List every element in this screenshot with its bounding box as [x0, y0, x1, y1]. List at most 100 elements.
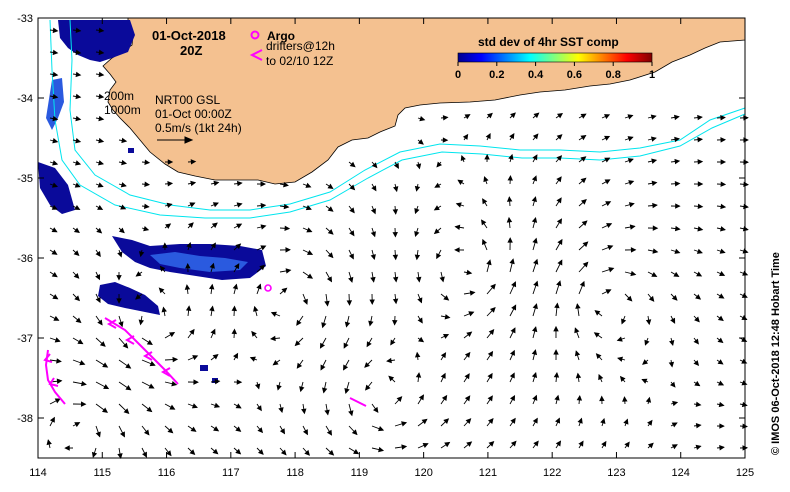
current-arrow-head — [305, 205, 312, 211]
sst-patch-northwest-tail — [46, 78, 64, 130]
current-arrow-head — [190, 426, 197, 432]
current-arrow-head — [553, 325, 559, 332]
current-arrow-head — [349, 207, 355, 214]
x-tick-label: 121 — [479, 467, 497, 479]
current-arrow-head — [401, 421, 408, 427]
credit-text: © IMOS 06-Oct-2018 12:48 Hobart Time — [770, 252, 782, 455]
colorbar-tick-label: 0.6 — [567, 69, 582, 81]
current-arrow-head — [482, 198, 488, 205]
current-arrow-head — [256, 405, 262, 412]
current-arrow-head — [98, 93, 105, 100]
current-arrow-head — [670, 381, 676, 388]
current-arrow-head — [346, 300, 353, 306]
current-arrow-head — [74, 182, 81, 188]
current-arrow-head — [414, 185, 421, 192]
current-arrow-head — [165, 223, 172, 229]
current-arrow-head — [305, 182, 312, 188]
current-arrow-head — [605, 289, 612, 295]
current-arrow-head — [510, 327, 516, 334]
current-arrow-head — [349, 230, 355, 237]
current-arrow-head — [582, 241, 589, 248]
current-arrow-head — [158, 287, 165, 294]
current-arrow-head — [486, 112, 493, 119]
current-arrow-head — [344, 321, 351, 328]
current-arrow-head — [469, 290, 476, 296]
current-arrow-head — [52, 49, 59, 56]
current-arrow-head — [466, 331, 473, 338]
legend-drifter-icon — [249, 49, 263, 61]
current-arrow-head — [185, 262, 191, 269]
current-arrow-head — [327, 229, 334, 235]
current-arrow-head — [531, 371, 538, 378]
current-arrow-head — [255, 383, 261, 390]
current-arrow-head — [580, 177, 587, 184]
current-product: NRT00 GSL — [155, 93, 220, 107]
current-arrow-head — [417, 317, 423, 324]
current-arrow-head — [674, 136, 681, 143]
current-arrow-head — [260, 202, 267, 209]
current-scale-arrow — [157, 136, 194, 144]
current-arrow-head — [718, 401, 725, 408]
current-arrow-head — [348, 410, 354, 417]
legend-drifter-label: drifters@12h — [266, 39, 335, 53]
current-arrow-head — [580, 134, 587, 141]
current-arrow-head — [296, 362, 303, 369]
current-arrow-head — [349, 184, 356, 191]
current-arrow-head — [51, 204, 58, 210]
current-arrow-head — [56, 358, 62, 364]
current-arrow-head — [119, 431, 125, 438]
current-arrow-head — [97, 182, 104, 188]
current-arrow-head — [598, 373, 604, 381]
current-arrow-head — [627, 114, 634, 120]
current-arrow-head — [506, 196, 513, 202]
current-arrow-head — [328, 449, 335, 456]
current-arrow-head — [600, 417, 606, 424]
current-arrow-head — [608, 267, 615, 273]
x-tick-label: 118 — [286, 467, 304, 479]
current-arrow-head — [531, 216, 538, 223]
current-arrow-head — [120, 204, 127, 210]
current-arrow-head — [578, 440, 584, 447]
current-arrow-head — [167, 427, 174, 434]
current-arrow-head — [460, 154, 466, 162]
current-arrow-head — [392, 276, 399, 283]
current-arrow-head — [276, 384, 282, 391]
current-arrow-head — [580, 199, 587, 205]
current-arrow-head — [651, 158, 658, 164]
current-arrow-head — [75, 115, 82, 122]
current-arrow-head — [257, 449, 264, 455]
current-arrow-head — [532, 237, 538, 244]
current-arrow-head — [717, 315, 724, 322]
legend-argo-label: Argo — [267, 29, 295, 43]
current-arrow-head — [557, 238, 563, 246]
x-tick-label: 115 — [93, 467, 111, 479]
current-arrow-head — [486, 259, 492, 266]
current-arrow-head — [373, 406, 379, 413]
current-arrow-head — [260, 181, 266, 187]
current-arrow-head — [575, 303, 581, 309]
current-arrow-head — [616, 336, 623, 342]
current-arrow-head — [487, 350, 494, 357]
current-arrow-head — [719, 248, 726, 254]
sst-patch-small-2 — [200, 365, 208, 371]
current-arrow-head — [531, 349, 538, 356]
current-arrow-head — [401, 444, 408, 450]
current-arrow-head — [533, 280, 539, 287]
current-arrow-head — [189, 202, 196, 208]
current-arrow-head — [117, 251, 123, 258]
current-arrow-head — [670, 317, 676, 324]
current-arrow-head — [302, 298, 308, 305]
current-arrow-head — [669, 340, 675, 346]
current-arrow-head — [579, 280, 585, 287]
current-arrow-head — [421, 418, 428, 425]
current-arrow-head — [647, 419, 653, 426]
current-arrow-head — [324, 409, 330, 416]
current-arrow-head — [532, 133, 539, 140]
current-arrow-head — [651, 271, 658, 277]
current-arrow-head — [417, 297, 423, 304]
current-arrow-head — [717, 359, 724, 365]
current-arrow-head — [117, 453, 123, 459]
current-arrow-head — [697, 136, 704, 143]
current-arrow-head — [696, 248, 703, 254]
